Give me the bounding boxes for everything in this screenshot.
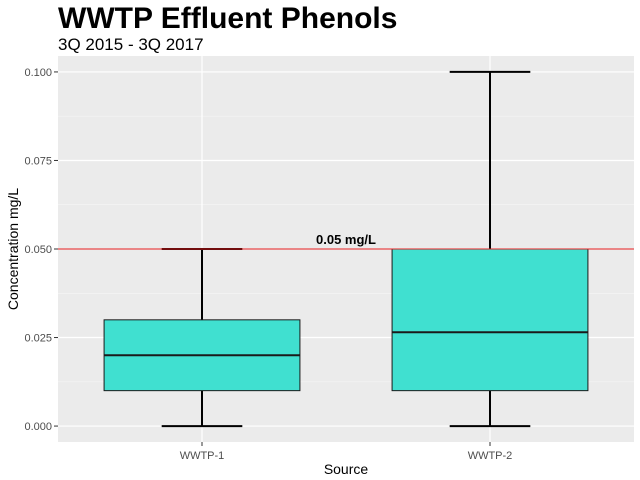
x-tick-label: WWTP-2 bbox=[468, 450, 513, 462]
chart-title: WWTP Effluent Phenols bbox=[58, 2, 398, 35]
y-axis-title: Concentration mg/L bbox=[5, 188, 21, 310]
box-wwtp-2 bbox=[391, 70, 589, 428]
y-axis-ticks: 0.000 0.025 0.050 0.075 0.100 bbox=[24, 67, 58, 433]
x-axis-ticks: WWTP-1 WWTP-2 bbox=[180, 442, 513, 462]
y-tick-label: 0.050 bbox=[24, 244, 52, 256]
chart-subtitle: 3Q 2015 - 3Q 2017 bbox=[58, 35, 204, 54]
iqr-box bbox=[391, 248, 589, 392]
y-tick-label: 0.025 bbox=[24, 333, 52, 345]
boxes bbox=[103, 70, 589, 428]
box-wwtp-1 bbox=[103, 248, 301, 428]
y-tick-label: 0.100 bbox=[24, 67, 52, 79]
x-axis-title: Source bbox=[324, 461, 369, 477]
x-tick-label: WWTP-1 bbox=[180, 450, 225, 462]
y-tick-label: 0.075 bbox=[24, 155, 52, 167]
y-tick-label: 0.000 bbox=[24, 421, 52, 433]
reference-line-label: 0.05 mg/L bbox=[316, 232, 376, 247]
